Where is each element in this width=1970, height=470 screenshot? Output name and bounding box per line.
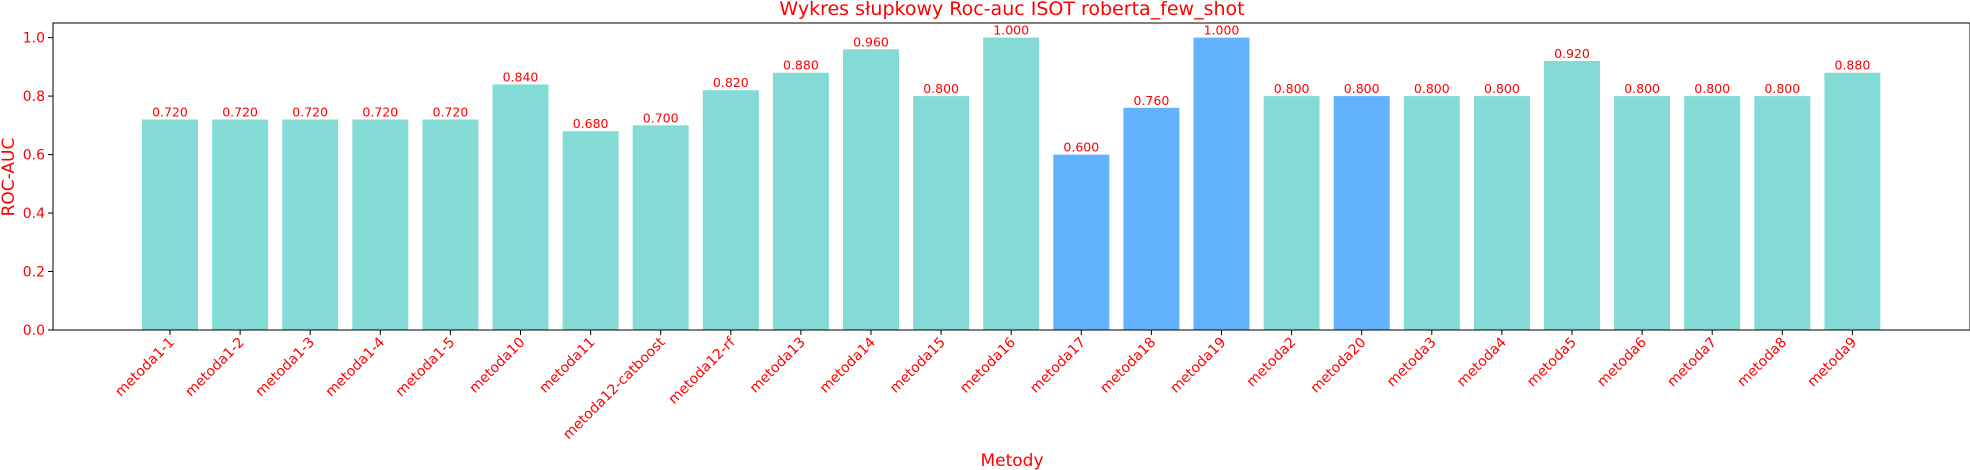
bar-metoda9 [1824, 72, 1881, 330]
x-tick-label-metoda16: metoda16 [957, 334, 1019, 396]
value-label-metoda9: 0.880 [1835, 58, 1871, 73]
x-tick-label-metoda3: metoda3 [1384, 335, 1440, 391]
x-tick-label-metoda2: metoda2 [1244, 335, 1300, 391]
bar-metoda7 [1684, 96, 1741, 330]
value-label-metoda13: 0.880 [783, 58, 819, 73]
x-tick-label-metoda18: metoda18 [1097, 335, 1159, 397]
value-label-metoda17: 0.600 [1063, 140, 1099, 155]
x-tick-label-metoda14: metoda14 [817, 334, 879, 396]
bar-metoda15 [913, 96, 970, 330]
bar-metoda17 [1053, 154, 1110, 330]
bar-metoda12-rf [702, 90, 759, 330]
x-tick-label-metoda1-3: metoda1-3 [253, 335, 319, 401]
x-axis: metoda1-1 metoda1-2 metoda1-3 metoda1-4 meto… [112, 330, 1860, 443]
chart-title: Wykres słupkowy Roc-auc ISOT roberta_few… [779, 0, 1244, 20]
bar-metoda1-4 [352, 119, 409, 330]
bar-metoda4 [1473, 96, 1530, 330]
x-tick-label-metoda4: metoda4 [1454, 334, 1510, 390]
bar-metoda18 [1123, 107, 1180, 330]
x-tick-label-metoda7: metoda7 [1664, 335, 1720, 391]
x-tick-label-metoda1-1: metoda1-1 [112, 335, 178, 401]
y-tick-label-1.0: 1.0 [23, 31, 45, 47]
x-tick-label-metoda9: metoda9 [1805, 335, 1861, 391]
value-labels-group: 0.720 0.720 0.720 0.720 0.720 0.840 0.680 0.700… [152, 23, 1870, 155]
x-tick-label-metoda20: metoda20 [1308, 335, 1370, 397]
value-label-metoda15: 0.800 [923, 81, 959, 96]
bar-metoda12-catboost [632, 125, 689, 330]
bar-metoda5 [1544, 61, 1600, 330]
bar-metoda6 [1614, 96, 1671, 330]
x-tick-label-metoda1-5: metoda1-5 [393, 335, 459, 401]
bar-metoda16 [983, 37, 1040, 330]
bar-metoda13 [772, 72, 829, 330]
value-label-metoda1-3: 0.720 [292, 105, 328, 120]
x-tick-label-metoda8: metoda8 [1734, 335, 1790, 391]
value-label-metoda2: 0.800 [1274, 81, 1310, 96]
x-tick-label-metoda13: metoda13 [747, 335, 809, 397]
bar-metoda11 [562, 131, 619, 330]
x-tick-label-metoda19: metoda19 [1167, 335, 1229, 397]
bars-group [142, 37, 1881, 331]
y-tick-label-0.4: 0.4 [23, 206, 45, 222]
y-axis: 0.0 0.2 0.4 0.6 0.8 1.0 [23, 31, 53, 339]
y-tick-label-0.6: 0.6 [23, 148, 45, 164]
bar-metoda2 [1263, 96, 1320, 330]
x-tick-label-metoda1-2: metoda1-2 [182, 335, 248, 401]
bar-metoda1-5 [422, 119, 479, 330]
value-label-metoda19: 1.000 [1204, 23, 1240, 38]
y-tick-label-0.2: 0.2 [23, 265, 45, 281]
x-tick-label-metoda17: metoda17 [1027, 335, 1089, 397]
bar-metoda20 [1333, 96, 1390, 330]
value-label-metoda12-rf: 0.820 [713, 75, 749, 90]
value-label-metoda14: 0.960 [853, 34, 889, 49]
bar-metoda3 [1403, 96, 1460, 330]
value-label-metoda16: 1.000 [993, 23, 1029, 38]
value-label-metoda12-catboost: 0.700 [643, 110, 679, 125]
bar-metoda8 [1754, 96, 1811, 330]
x-tick-label-metoda10: metoda10 [466, 335, 528, 397]
bar-metoda14 [843, 49, 899, 331]
value-label-metoda1-4: 0.720 [362, 105, 398, 120]
value-label-metoda11: 0.680 [573, 116, 609, 131]
value-label-metoda1-5: 0.720 [433, 105, 469, 120]
x-tick-label-metoda5: metoda5 [1524, 335, 1580, 391]
value-label-metoda8: 0.800 [1764, 81, 1800, 96]
value-label-metoda1-1: 0.720 [152, 105, 188, 120]
bar-metoda1-3 [282, 119, 339, 330]
bar-metoda19 [1193, 37, 1250, 330]
value-label-metoda20: 0.800 [1344, 81, 1380, 96]
y-axis-label: ROC-AUC [0, 138, 19, 217]
bar-metoda10 [492, 84, 549, 331]
y-tick-label-0.0: 0.0 [23, 323, 45, 339]
x-axis-label: Metody [980, 451, 1043, 470]
value-label-metoda7: 0.800 [1694, 81, 1730, 96]
bar-metoda1-1 [142, 119, 198, 330]
value-label-metoda18: 0.760 [1134, 93, 1170, 108]
bar-metoda1-2 [212, 119, 269, 330]
x-tick-label-metoda12-rf: metoda12-rf [666, 334, 740, 408]
value-label-metoda10: 0.840 [503, 69, 539, 84]
x-tick-label-metoda6: metoda6 [1594, 334, 1650, 390]
value-label-metoda6: 0.800 [1624, 81, 1660, 96]
plot-frame [52, 22, 1970, 331]
value-label-metoda4: 0.800 [1484, 81, 1520, 96]
y-tick-label-0.8: 0.8 [23, 89, 45, 105]
x-tick-label-metoda15: metoda15 [887, 335, 949, 397]
x-tick-label-metoda1-4: metoda1-4 [323, 334, 389, 400]
value-label-metoda1-2: 0.720 [222, 105, 258, 120]
x-tick-label-metoda11: metoda11 [536, 335, 598, 397]
value-label-metoda5: 0.920 [1554, 46, 1590, 61]
value-label-metoda3: 0.800 [1414, 81, 1450, 96]
